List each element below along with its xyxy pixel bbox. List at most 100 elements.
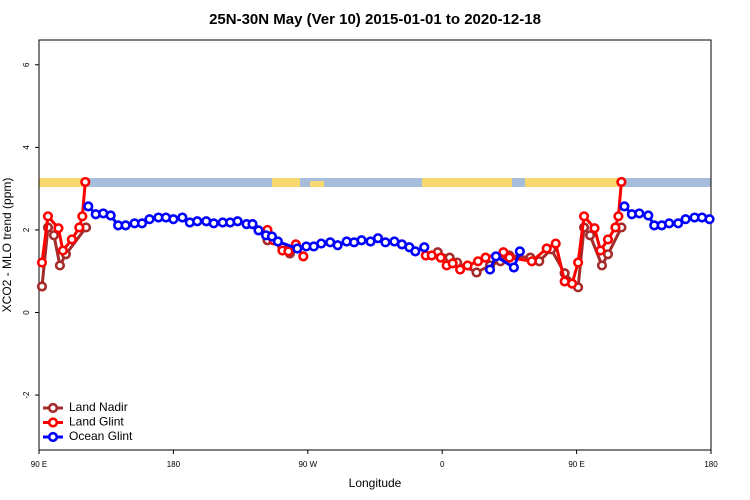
plot-frame <box>38 39 712 451</box>
point <box>36 257 48 268</box>
point <box>316 238 327 249</box>
point <box>572 257 584 268</box>
point <box>480 252 491 263</box>
point <box>410 246 421 257</box>
point <box>144 214 155 225</box>
ocean-band <box>39 178 711 187</box>
point <box>120 220 131 231</box>
point <box>419 242 430 253</box>
land-band <box>310 181 324 187</box>
point <box>232 216 243 227</box>
legend-marker <box>47 417 59 428</box>
point <box>80 176 91 188</box>
point <box>455 264 466 275</box>
point <box>74 222 85 233</box>
point <box>66 234 77 245</box>
point <box>619 201 630 212</box>
series-line <box>40 181 623 286</box>
point <box>426 250 437 261</box>
y-tick-label: 0 <box>22 310 31 315</box>
x-tick-label: 90 E <box>568 460 584 469</box>
land-band <box>525 178 621 187</box>
point <box>54 260 66 271</box>
point <box>595 245 606 256</box>
point <box>77 211 88 222</box>
point <box>177 212 188 223</box>
point <box>356 235 367 246</box>
point <box>283 246 294 257</box>
point <box>541 243 552 254</box>
point <box>253 225 264 236</box>
point <box>208 218 219 229</box>
point <box>526 256 537 267</box>
point <box>596 260 608 271</box>
y-tick-label: -2 <box>22 391 31 399</box>
y-axis-label: XCO2 - MLO trend (ppm) <box>0 178 14 313</box>
point <box>462 260 473 271</box>
legend-marker <box>47 431 59 443</box>
point <box>643 210 654 221</box>
point <box>484 264 496 275</box>
legend-label: Land Glint <box>69 415 124 429</box>
point <box>380 237 391 248</box>
x-tick-label: 90 E <box>31 460 47 469</box>
y-tick-label: 4 <box>22 145 31 150</box>
point <box>634 208 645 219</box>
x-tick-label: 180 <box>704 460 718 469</box>
legend-label: Ocean Glint <box>69 429 133 443</box>
point <box>613 211 624 222</box>
point <box>704 214 715 225</box>
x-axis-label: Longitude <box>349 476 402 490</box>
point <box>192 216 203 227</box>
point <box>298 251 309 262</box>
y-tick-label: 2 <box>22 227 31 232</box>
point <box>272 236 284 247</box>
land-band <box>272 178 300 187</box>
legend-marker <box>47 402 59 414</box>
point <box>508 262 519 273</box>
x-tick-label: 0 <box>440 460 445 469</box>
chart-title: 25N-30N May (Ver 10) 2015-01-01 to 2020-… <box>209 11 541 28</box>
point <box>332 240 343 251</box>
point <box>36 281 48 292</box>
point <box>83 201 94 212</box>
land-mask-band <box>39 178 711 187</box>
point <box>168 214 179 225</box>
point <box>435 252 446 263</box>
point <box>578 211 590 222</box>
point <box>42 211 54 222</box>
point <box>490 251 502 262</box>
legend-label: Land Nadir <box>69 400 128 414</box>
x-tick-label: 180 <box>167 460 181 469</box>
point <box>247 219 258 230</box>
point <box>472 256 484 267</box>
point <box>680 214 691 225</box>
point <box>105 210 116 221</box>
point <box>498 247 509 258</box>
point <box>57 245 68 256</box>
point <box>48 230 60 241</box>
point <box>673 218 684 229</box>
point <box>616 176 627 188</box>
point <box>292 243 303 254</box>
point <box>504 252 515 263</box>
point <box>567 278 578 289</box>
land-band <box>39 178 87 187</box>
point <box>136 218 148 229</box>
point <box>372 233 384 244</box>
point <box>447 258 458 269</box>
point <box>53 223 64 234</box>
point <box>514 246 525 257</box>
point <box>550 238 561 249</box>
point <box>589 223 600 234</box>
land-band <box>422 178 512 187</box>
point <box>471 267 482 278</box>
point <box>602 249 614 260</box>
point <box>664 218 675 229</box>
y-tick-label: 6 <box>22 62 31 67</box>
point <box>610 222 621 233</box>
point <box>584 230 596 241</box>
x-tick-label: 90 W <box>298 460 317 469</box>
